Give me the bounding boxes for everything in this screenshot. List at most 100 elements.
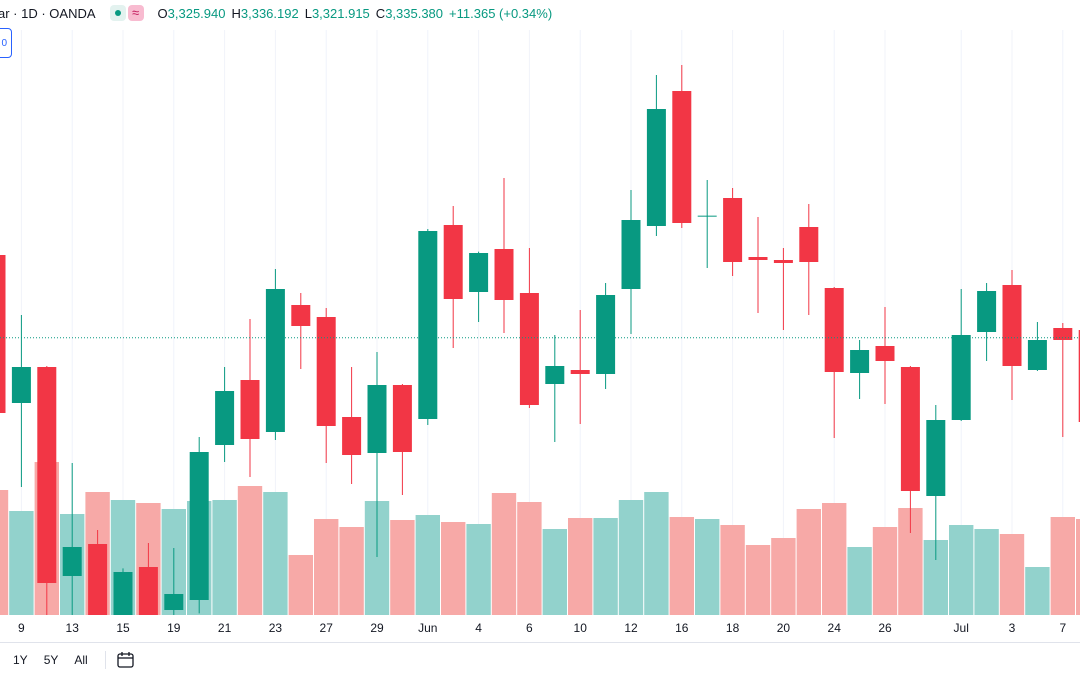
x-tick-label: 6	[526, 621, 533, 635]
volume-bar	[872, 527, 898, 615]
candle-body	[443, 225, 463, 299]
x-tick-label: 18	[726, 621, 740, 635]
volume-bar	[1076, 519, 1080, 615]
candle-body	[621, 220, 641, 289]
volume-bar	[339, 527, 364, 615]
date-range-icon[interactable]	[116, 650, 136, 670]
open-value: 3,325.940	[167, 5, 226, 21]
close-value: 3,335.380	[385, 5, 444, 21]
candle-body	[570, 370, 590, 374]
volume-bar	[9, 511, 34, 615]
candle-body	[88, 544, 108, 615]
candle-body	[1002, 285, 1022, 366]
x-tick-label: 21	[218, 621, 232, 635]
open-label: O	[157, 5, 168, 21]
candle-body	[392, 385, 412, 452]
left-badge[interactable]: 0	[0, 28, 12, 58]
volume-bar	[542, 529, 567, 615]
candle-body	[1027, 340, 1047, 370]
candle-body	[367, 385, 387, 453]
candle-body	[926, 420, 946, 496]
candle-body	[316, 317, 336, 426]
volume-bar	[644, 492, 669, 615]
volume-bar	[695, 519, 720, 615]
eye-dot[interactable]	[109, 5, 126, 21]
volume-bar	[1025, 567, 1050, 615]
low-label: L	[304, 5, 312, 21]
candle-body	[0, 255, 6, 413]
x-tick-label: 13	[66, 621, 80, 635]
volume-bar	[212, 500, 237, 615]
volume-bar	[593, 518, 618, 615]
x-tick-label: 12	[624, 621, 638, 635]
x-axis: 9 13 15 19 21 23 27 29 Jun 4 6 10 12 16 18 20 24 26 Jul 3 7	[18, 621, 1066, 635]
candle-body	[723, 198, 743, 262]
candle-body	[596, 295, 616, 374]
candle-body	[519, 293, 539, 405]
candle-body	[646, 109, 666, 226]
volume-bar	[847, 547, 872, 615]
candle-body	[672, 91, 692, 223]
volume-bar	[771, 538, 796, 615]
x-tick-label: 26	[878, 621, 892, 635]
volume-bar	[237, 486, 263, 615]
high-value: 3,336.192	[240, 5, 299, 21]
candle-body	[265, 289, 285, 432]
candle-body	[875, 346, 895, 361]
x-tick-label: 20	[777, 621, 791, 635]
compare-icon[interactable]: ≈	[127, 5, 144, 21]
range-button[interactable]: 5Y	[43, 652, 59, 667]
x-tick-label: 16	[675, 621, 689, 635]
candle-layer	[0, 65, 1080, 615]
candle-body	[342, 417, 362, 455]
volume-layer	[0, 462, 1080, 615]
range-button[interactable]: All	[74, 652, 88, 667]
candle-body	[62, 547, 82, 576]
x-tick-label: 15	[116, 621, 130, 635]
volume-bar	[949, 525, 974, 615]
volume-bar	[441, 522, 466, 615]
candle-body	[977, 291, 997, 332]
x-tick-label: 10	[574, 621, 588, 635]
candle-body	[418, 231, 438, 419]
candle-body	[773, 260, 793, 263]
candle-body	[1078, 330, 1080, 422]
bottom-toolbar: 1Y 5Y All	[0, 642, 1080, 676]
candle-body	[138, 567, 158, 615]
volume-bar	[999, 534, 1025, 615]
candle-body	[164, 594, 184, 610]
volume-bar	[390, 520, 415, 615]
volume-bar	[415, 515, 440, 615]
volume-bar	[466, 524, 491, 615]
candle-body	[799, 227, 819, 262]
candle-body	[824, 288, 844, 372]
range-button[interactable]: 1Y	[13, 652, 28, 667]
volume-bar	[796, 509, 821, 615]
high-label: H	[231, 5, 241, 21]
candle-body	[469, 253, 489, 292]
volume-bar	[618, 500, 644, 615]
x-tick-label: 23	[269, 621, 283, 635]
candle-body	[900, 367, 920, 491]
volume-bar	[263, 492, 288, 615]
candle-body	[11, 367, 31, 403]
x-tick-label: 3	[1009, 621, 1016, 635]
volume-bar	[1050, 517, 1075, 615]
candle-body	[189, 452, 209, 600]
candle-body	[545, 366, 565, 384]
change-value: +11.365 (+0.34%)	[449, 5, 553, 21]
volume-bar	[568, 518, 593, 615]
x-tick-label: 7	[1059, 621, 1066, 635]
x-tick-label: Jun	[418, 621, 437, 635]
indicator-badge[interactable]: ≈	[109, 5, 144, 21]
x-tick-label: 4	[475, 621, 482, 635]
candle-body	[215, 391, 235, 445]
x-tick-label: 9	[18, 621, 25, 635]
low-value: 3,321.915	[311, 5, 370, 21]
candle-body	[697, 215, 717, 217]
volume-bar	[491, 493, 517, 615]
volume-bar	[517, 502, 542, 615]
candle-body	[951, 335, 971, 420]
volume-bar	[288, 555, 313, 615]
